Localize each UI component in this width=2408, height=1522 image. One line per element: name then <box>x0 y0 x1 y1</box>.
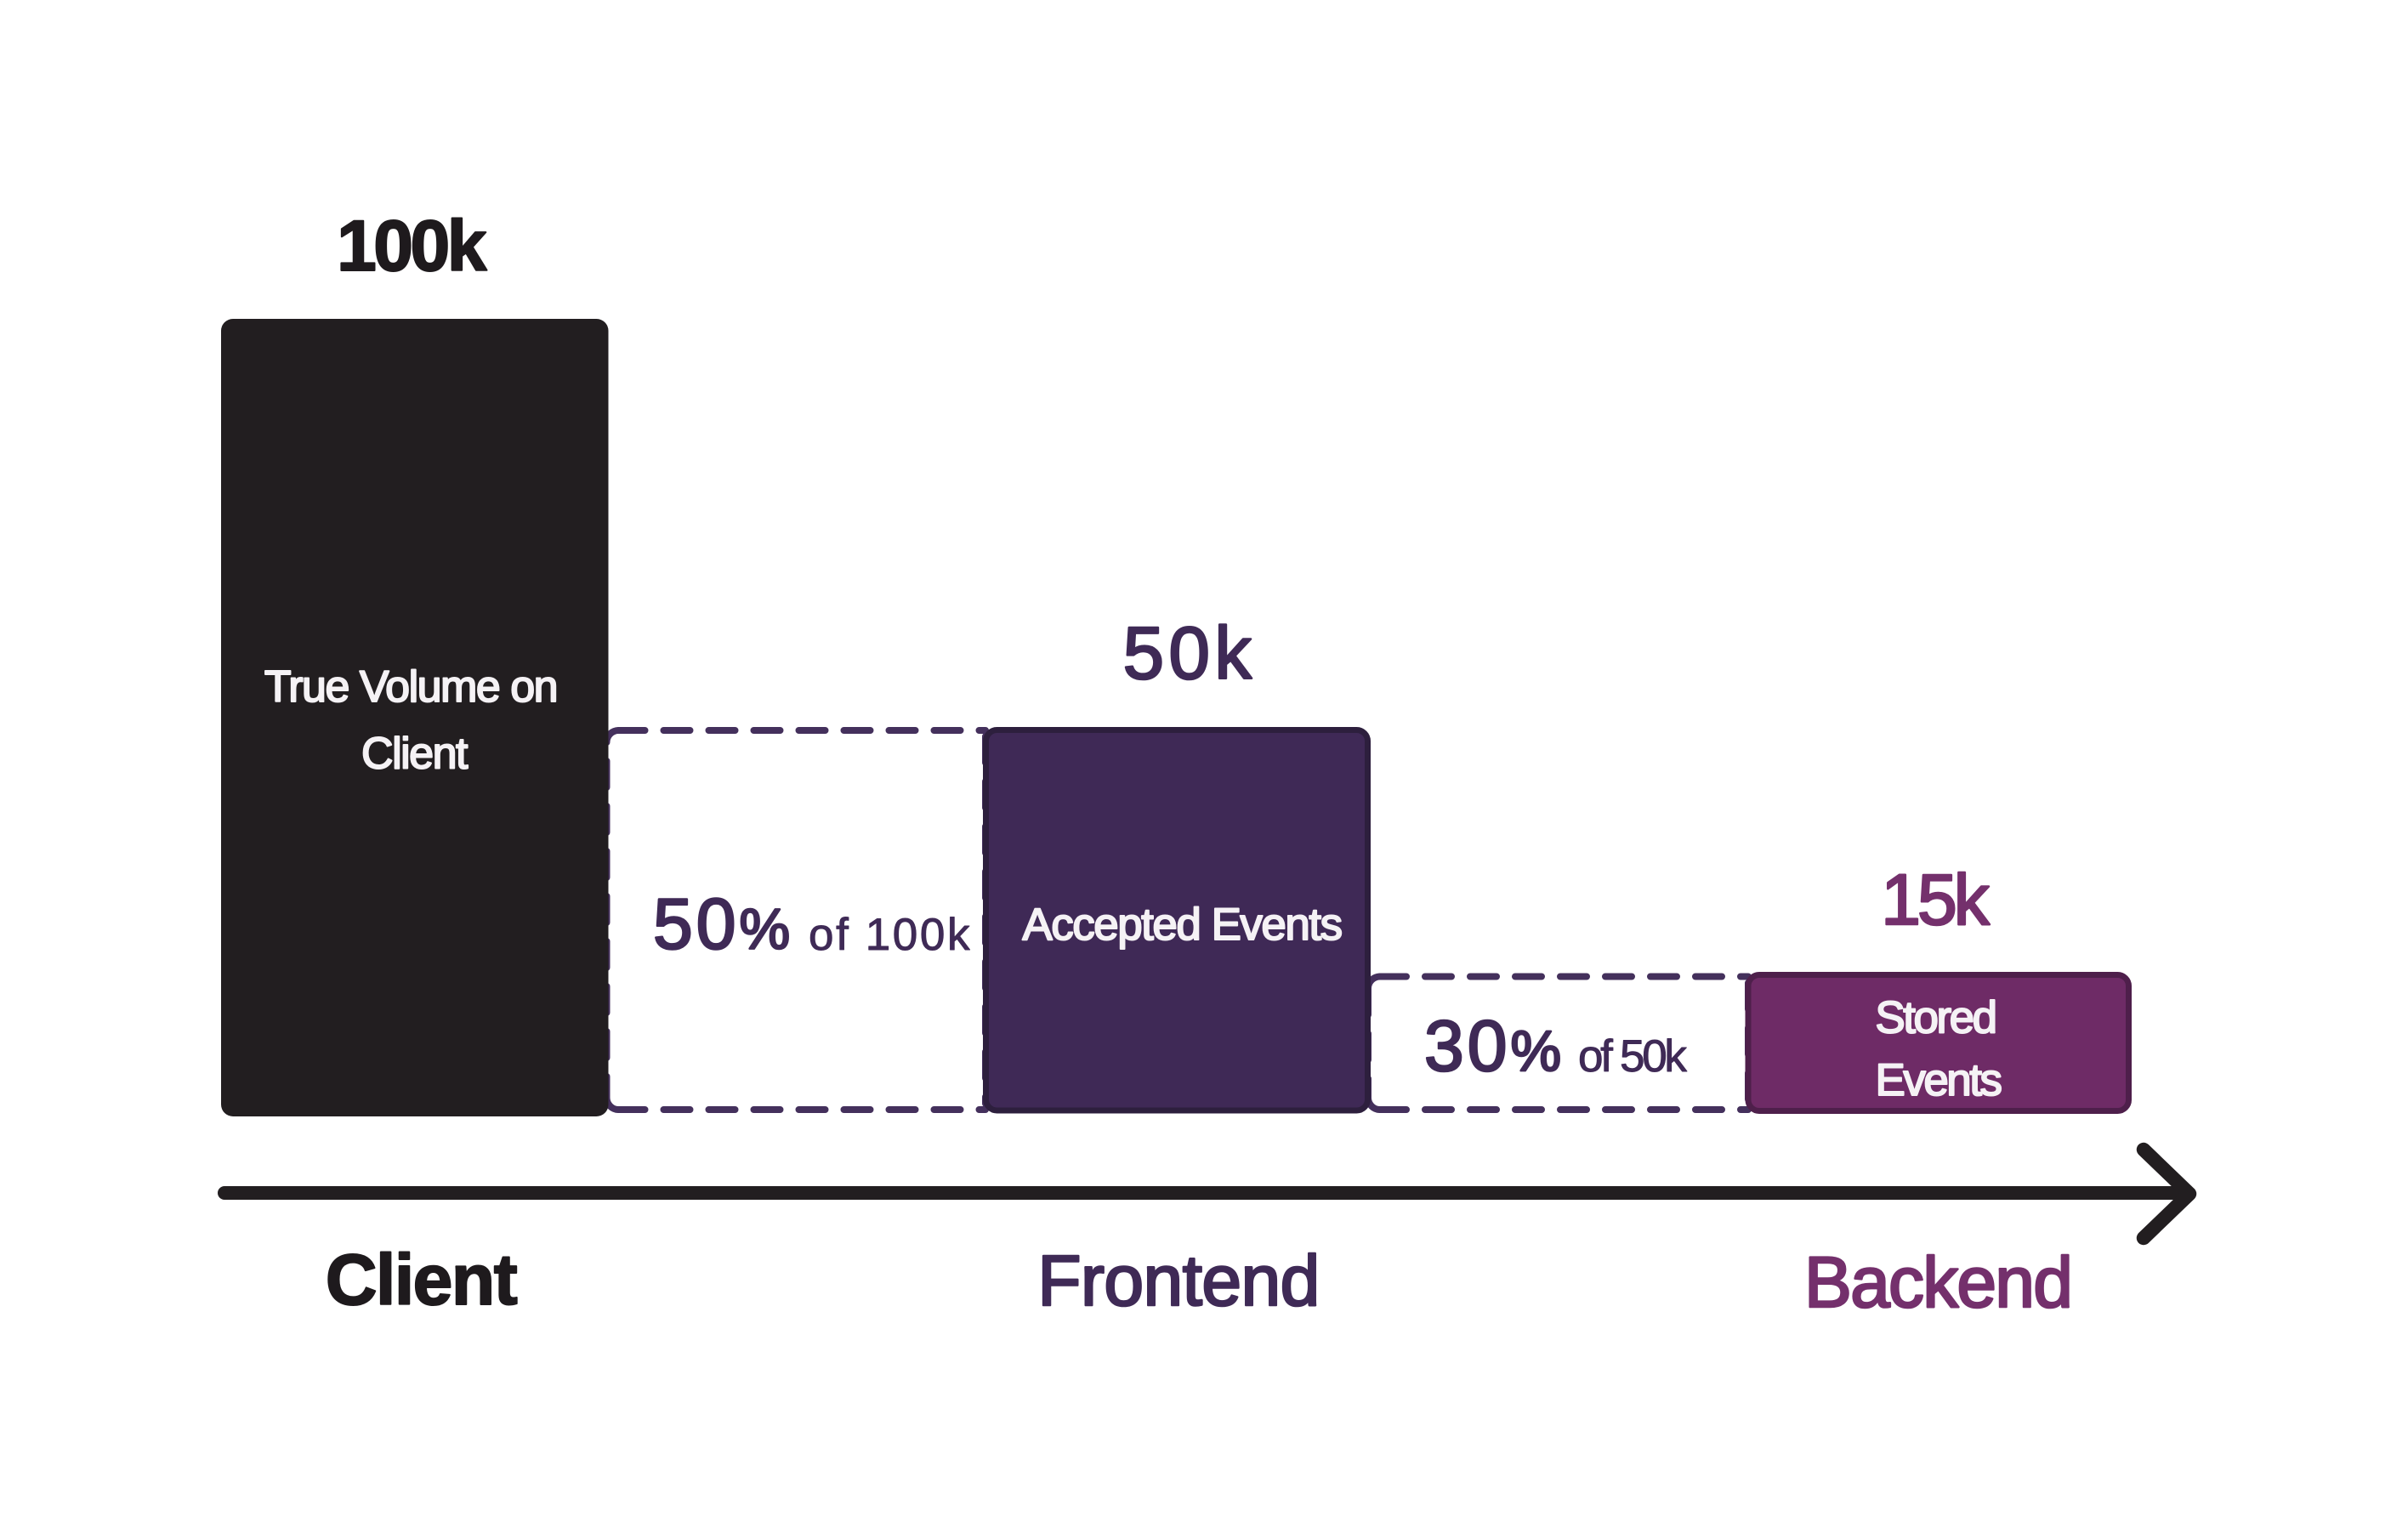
svg-text:Client: Client <box>361 730 469 779</box>
svg-text:of 100k: of 100k <box>809 910 972 960</box>
svg-text:Backend: Backend <box>1804 1242 2071 1322</box>
svg-text:True Volume on: True Volume on <box>264 662 557 712</box>
svg-text:50%: 50% <box>653 884 790 964</box>
svg-text:Frontend: Frontend <box>1037 1241 1319 1320</box>
svg-text:Client: Client <box>326 1240 517 1320</box>
svg-text:Events: Events <box>1875 1055 2001 1105</box>
svg-text:50k: 50k <box>1123 612 1257 695</box>
svg-text:Accepted Events: Accepted Events <box>1022 900 1341 950</box>
svg-text:Stored: Stored <box>1875 993 1995 1043</box>
svg-text:100k: 100k <box>337 206 487 286</box>
svg-text:15k: 15k <box>1881 860 1990 940</box>
svg-text:of 50k: of 50k <box>1578 1031 1687 1082</box>
